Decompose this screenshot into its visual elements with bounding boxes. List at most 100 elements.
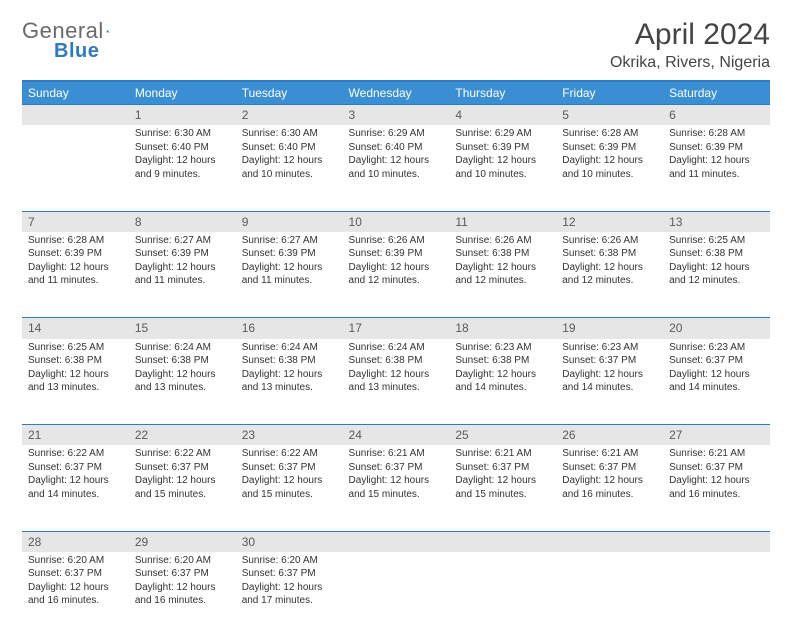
daylight-text-line1: Daylight: 12 hours bbox=[455, 368, 550, 382]
sunrise-text: Sunrise: 6:27 AM bbox=[135, 234, 230, 248]
day-content-cell: Sunrise: 6:30 AMSunset: 6:40 PMDaylight:… bbox=[236, 125, 343, 211]
daylight-text-line1: Daylight: 12 hours bbox=[242, 474, 337, 488]
daylight-text-line2: and 16 minutes. bbox=[135, 594, 230, 608]
daylight-text-line2: and 11 minutes. bbox=[28, 274, 123, 288]
day-content-cell bbox=[343, 552, 450, 638]
daylight-text-line1: Daylight: 12 hours bbox=[242, 368, 337, 382]
sunset-text: Sunset: 6:39 PM bbox=[242, 247, 337, 261]
sunset-text: Sunset: 6:37 PM bbox=[562, 354, 657, 368]
day-number-cell: 25 bbox=[449, 425, 556, 446]
day-content-cell: Sunrise: 6:23 AMSunset: 6:37 PMDaylight:… bbox=[556, 339, 663, 425]
day-number-cell: 7 bbox=[22, 211, 129, 232]
sunrise-text: Sunrise: 6:22 AM bbox=[242, 447, 337, 461]
daylight-text-line2: and 16 minutes. bbox=[28, 594, 123, 608]
header-row: General Blue April 2024 Okrika, Rivers, … bbox=[22, 18, 770, 72]
daylight-text-line2: and 17 minutes. bbox=[242, 594, 337, 608]
day-number-cell: 19 bbox=[556, 318, 663, 339]
sunrise-text: Sunrise: 6:24 AM bbox=[135, 341, 230, 355]
day-number-cell: 5 bbox=[556, 105, 663, 126]
sunrise-text: Sunrise: 6:22 AM bbox=[135, 447, 230, 461]
day-number-cell: 29 bbox=[129, 531, 236, 552]
day-content-row: Sunrise: 6:22 AMSunset: 6:37 PMDaylight:… bbox=[22, 445, 770, 531]
day-content-cell bbox=[663, 552, 770, 638]
daylight-text-line1: Daylight: 12 hours bbox=[455, 261, 550, 275]
sunset-text: Sunset: 6:37 PM bbox=[28, 461, 123, 475]
daylight-text-line1: Daylight: 12 hours bbox=[242, 154, 337, 168]
sunset-text: Sunset: 6:38 PM bbox=[669, 247, 764, 261]
day-number-cell: 15 bbox=[129, 318, 236, 339]
day-number-cell: 8 bbox=[129, 211, 236, 232]
weekday-header-row: Sunday Monday Tuesday Wednesday Thursday… bbox=[22, 81, 770, 105]
daylight-text-line1: Daylight: 12 hours bbox=[455, 154, 550, 168]
daylight-text-line2: and 16 minutes. bbox=[669, 488, 764, 502]
daylight-text-line1: Daylight: 12 hours bbox=[669, 474, 764, 488]
daylight-text-line2: and 10 minutes. bbox=[455, 168, 550, 182]
daylight-text-line2: and 13 minutes. bbox=[242, 381, 337, 395]
sunrise-text: Sunrise: 6:26 AM bbox=[349, 234, 444, 248]
day-content-cell: Sunrise: 6:21 AMSunset: 6:37 PMDaylight:… bbox=[343, 445, 450, 531]
sunset-text: Sunset: 6:39 PM bbox=[349, 247, 444, 261]
daylight-text-line1: Daylight: 12 hours bbox=[135, 261, 230, 275]
day-content-cell bbox=[556, 552, 663, 638]
day-content-cell bbox=[449, 552, 556, 638]
sunset-text: Sunset: 6:37 PM bbox=[242, 461, 337, 475]
day-number-cell: 3 bbox=[343, 105, 450, 126]
daylight-text-line2: and 16 minutes. bbox=[562, 488, 657, 502]
daylight-text-line2: and 15 minutes. bbox=[242, 488, 337, 502]
sunrise-text: Sunrise: 6:23 AM bbox=[669, 341, 764, 355]
day-content-cell: Sunrise: 6:26 AMSunset: 6:39 PMDaylight:… bbox=[343, 232, 450, 318]
logo-sail-icon bbox=[106, 22, 110, 40]
day-content-cell: Sunrise: 6:27 AMSunset: 6:39 PMDaylight:… bbox=[236, 232, 343, 318]
daylight-text-line2: and 9 minutes. bbox=[135, 168, 230, 182]
day-number-cell: 20 bbox=[663, 318, 770, 339]
daylight-text-line2: and 15 minutes. bbox=[135, 488, 230, 502]
sunrise-text: Sunrise: 6:30 AM bbox=[135, 127, 230, 141]
daylight-text-line2: and 13 minutes. bbox=[28, 381, 123, 395]
day-number-cell: 30 bbox=[236, 531, 343, 552]
daylight-text-line1: Daylight: 12 hours bbox=[28, 474, 123, 488]
logo-text-blue: Blue bbox=[54, 40, 99, 63]
daylight-text-line1: Daylight: 12 hours bbox=[562, 474, 657, 488]
day-content-cell: Sunrise: 6:22 AMSunset: 6:37 PMDaylight:… bbox=[129, 445, 236, 531]
day-number-cell bbox=[663, 531, 770, 552]
day-content-row: Sunrise: 6:30 AMSunset: 6:40 PMDaylight:… bbox=[22, 125, 770, 211]
day-number-row: 14151617181920 bbox=[22, 318, 770, 339]
logo: General Blue bbox=[22, 18, 130, 44]
daylight-text-line2: and 10 minutes. bbox=[562, 168, 657, 182]
daylight-text-line1: Daylight: 12 hours bbox=[349, 154, 444, 168]
sunrise-text: Sunrise: 6:27 AM bbox=[242, 234, 337, 248]
day-number-cell: 21 bbox=[22, 425, 129, 446]
day-content-cell bbox=[22, 125, 129, 211]
day-content-cell: Sunrise: 6:26 AMSunset: 6:38 PMDaylight:… bbox=[556, 232, 663, 318]
daylight-text-line1: Daylight: 12 hours bbox=[349, 261, 444, 275]
daylight-text-line1: Daylight: 12 hours bbox=[242, 261, 337, 275]
sunset-text: Sunset: 6:38 PM bbox=[28, 354, 123, 368]
weekday-header: Friday bbox=[556, 81, 663, 105]
day-number-row: 21222324252627 bbox=[22, 425, 770, 446]
daylight-text-line2: and 10 minutes. bbox=[349, 168, 444, 182]
day-number-cell: 1 bbox=[129, 105, 236, 126]
day-content-cell: Sunrise: 6:20 AMSunset: 6:37 PMDaylight:… bbox=[236, 552, 343, 638]
sunrise-text: Sunrise: 6:25 AM bbox=[28, 341, 123, 355]
daylight-text-line1: Daylight: 12 hours bbox=[28, 581, 123, 595]
sunset-text: Sunset: 6:38 PM bbox=[242, 354, 337, 368]
day-number-cell: 13 bbox=[663, 211, 770, 232]
day-number-cell: 12 bbox=[556, 211, 663, 232]
location-text: Okrika, Rivers, Nigeria bbox=[610, 54, 770, 72]
sunset-text: Sunset: 6:39 PM bbox=[135, 247, 230, 261]
day-content-cell: Sunrise: 6:24 AMSunset: 6:38 PMDaylight:… bbox=[129, 339, 236, 425]
sunset-text: Sunset: 6:39 PM bbox=[562, 141, 657, 155]
daylight-text-line1: Daylight: 12 hours bbox=[349, 368, 444, 382]
day-content-cell: Sunrise: 6:23 AMSunset: 6:37 PMDaylight:… bbox=[663, 339, 770, 425]
sunset-text: Sunset: 6:40 PM bbox=[349, 141, 444, 155]
sunset-text: Sunset: 6:37 PM bbox=[669, 461, 764, 475]
sunrise-text: Sunrise: 6:24 AM bbox=[242, 341, 337, 355]
day-content-cell: Sunrise: 6:25 AMSunset: 6:38 PMDaylight:… bbox=[22, 339, 129, 425]
sunset-text: Sunset: 6:38 PM bbox=[349, 354, 444, 368]
sunrise-text: Sunrise: 6:25 AM bbox=[669, 234, 764, 248]
day-number-cell: 2 bbox=[236, 105, 343, 126]
sunrise-text: Sunrise: 6:30 AM bbox=[242, 127, 337, 141]
sunset-text: Sunset: 6:38 PM bbox=[135, 354, 230, 368]
sunset-text: Sunset: 6:39 PM bbox=[669, 141, 764, 155]
daylight-text-line2: and 14 minutes. bbox=[669, 381, 764, 395]
